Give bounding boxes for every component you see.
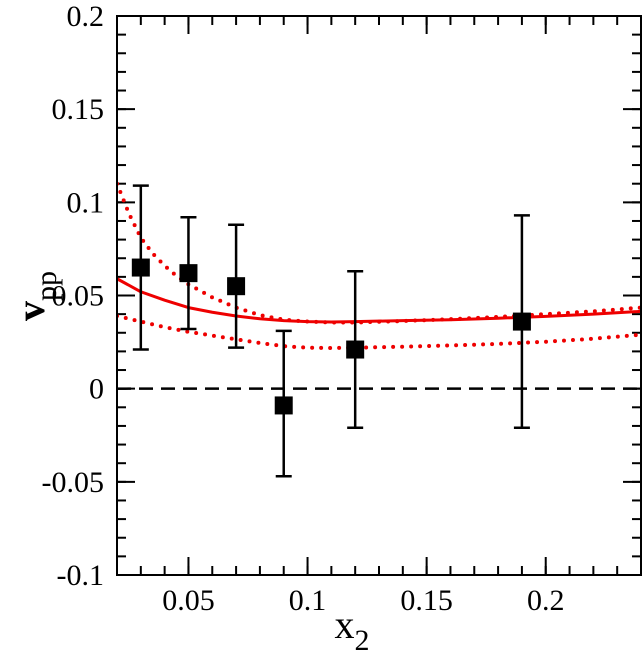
x-axis-subscript: 2 xyxy=(355,624,370,654)
plot-frame xyxy=(116,15,642,576)
y-axis-label: v xyxy=(8,301,53,321)
minor-ticks xyxy=(116,15,642,576)
x-tick-label: 0.15 xyxy=(400,584,453,617)
y-axis-subscript: pp xyxy=(30,271,63,301)
y-tick-label: 0.15 xyxy=(52,93,105,126)
y-tick-label: -0.1 xyxy=(57,559,105,592)
x-tick-label: 0.2 xyxy=(527,584,565,617)
x-tick-label: 0.1 xyxy=(289,584,327,617)
data-point xyxy=(512,214,531,430)
y-tick-label: 0.05 xyxy=(52,280,105,313)
data-point xyxy=(227,223,246,349)
data-marker xyxy=(512,312,531,331)
y-tick-labels: -0.1 -0.05 0 0.05 0.1 0.15 0.2 xyxy=(42,0,105,592)
data-marker xyxy=(274,396,293,415)
data-marker xyxy=(179,264,198,283)
x-axis-label: x xyxy=(335,602,355,647)
central-curve xyxy=(117,277,641,324)
x-tick-label: 0.05 xyxy=(162,584,215,617)
data-marker xyxy=(131,258,150,277)
y-axis-title: vpp xyxy=(8,271,63,321)
data-marker xyxy=(346,340,365,359)
major-ticks xyxy=(117,15,641,576)
y-tick-label: 0.2 xyxy=(67,0,105,33)
y-tick-label: -0.05 xyxy=(42,466,105,499)
data-point xyxy=(179,215,198,331)
y-tick-label: 0.1 xyxy=(67,186,105,219)
x-axis-title: x2 xyxy=(335,602,370,654)
data-point xyxy=(131,184,150,351)
x-tick-labels: 0.05 0.1 0.15 0.2 xyxy=(162,584,564,617)
upper-band-curve xyxy=(117,181,641,325)
data-point xyxy=(346,270,365,430)
data-points xyxy=(131,184,531,478)
data-marker xyxy=(227,277,246,296)
data-point xyxy=(274,329,293,478)
y-tick-label: 0 xyxy=(89,373,104,406)
